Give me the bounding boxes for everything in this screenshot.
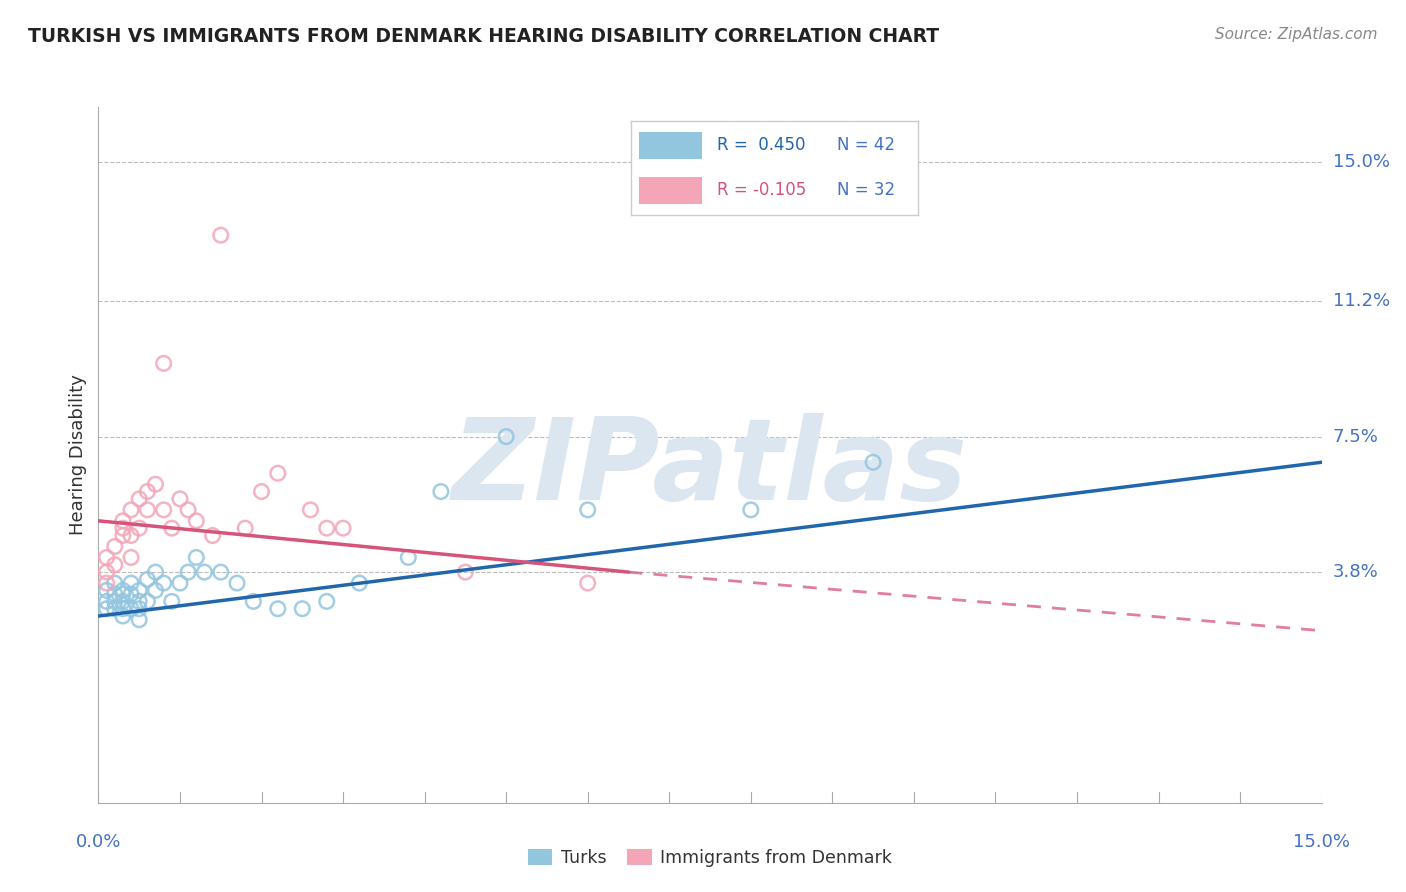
Point — [111, 601, 134, 615]
Point — [152, 576, 174, 591]
Point — [160, 594, 183, 608]
Point — [152, 503, 174, 517]
Point — [111, 521, 134, 535]
Point — [96, 583, 118, 598]
Point — [242, 594, 264, 608]
Point — [96, 594, 118, 608]
Point — [152, 356, 174, 370]
Point — [111, 587, 134, 601]
Point — [111, 594, 134, 608]
Point — [495, 429, 517, 443]
Point — [120, 528, 142, 542]
Point — [430, 484, 453, 499]
Point — [120, 503, 142, 517]
Point — [332, 521, 354, 535]
Point — [193, 565, 215, 579]
Text: 7.5%: 7.5% — [1333, 427, 1379, 446]
Text: TURKISH VS IMMIGRANTS FROM DENMARK HEARING DISABILITY CORRELATION CHART: TURKISH VS IMMIGRANTS FROM DENMARK HEARI… — [28, 27, 939, 45]
Point — [104, 576, 127, 591]
Point — [104, 587, 127, 601]
Point — [145, 477, 167, 491]
Point — [111, 583, 134, 598]
Point — [169, 576, 191, 591]
Point — [111, 609, 134, 624]
Point — [120, 587, 142, 601]
Point — [862, 455, 884, 469]
Point — [233, 521, 256, 535]
Point — [454, 565, 477, 579]
Point — [128, 491, 150, 506]
Point — [177, 565, 200, 579]
Point — [128, 521, 150, 535]
Point — [226, 576, 249, 591]
Y-axis label: Hearing Disability: Hearing Disability — [69, 375, 87, 535]
Point — [136, 503, 159, 517]
Point — [128, 613, 150, 627]
Point — [145, 583, 167, 598]
Point — [576, 576, 599, 591]
Point — [250, 484, 273, 499]
Point — [315, 594, 337, 608]
Point — [169, 491, 191, 506]
Point — [186, 514, 208, 528]
Point — [96, 550, 118, 565]
Point — [128, 583, 150, 598]
Point — [120, 601, 142, 615]
Text: ZIPatlas: ZIPatlas — [451, 413, 969, 524]
Text: 3.8%: 3.8% — [1333, 563, 1378, 581]
Point — [128, 594, 150, 608]
Point — [291, 601, 314, 615]
Point — [299, 503, 322, 517]
Text: 15.0%: 15.0% — [1333, 153, 1389, 171]
Point — [267, 601, 290, 615]
Text: 0.0%: 0.0% — [76, 833, 121, 851]
Point — [104, 601, 127, 615]
Point — [136, 484, 159, 499]
Point — [177, 503, 200, 517]
Point — [267, 467, 290, 481]
Point — [96, 565, 118, 579]
Point — [128, 601, 150, 615]
Point — [209, 228, 232, 243]
Point — [104, 558, 127, 572]
Point — [576, 503, 599, 517]
Point — [120, 576, 142, 591]
Point — [111, 514, 134, 528]
Point — [740, 503, 762, 517]
Point — [349, 576, 371, 591]
Point — [396, 550, 419, 565]
Point — [209, 565, 232, 579]
Point — [145, 565, 167, 579]
Text: 11.2%: 11.2% — [1333, 292, 1391, 310]
Point — [104, 540, 127, 554]
Point — [186, 550, 208, 565]
Point — [315, 521, 337, 535]
Point — [136, 573, 159, 587]
Text: Source: ZipAtlas.com: Source: ZipAtlas.com — [1215, 27, 1378, 42]
Point — [111, 528, 134, 542]
Point — [96, 576, 118, 591]
Point — [136, 594, 159, 608]
Point — [201, 528, 224, 542]
Point — [120, 550, 142, 565]
Point — [104, 594, 127, 608]
Point — [96, 601, 118, 615]
Text: 15.0%: 15.0% — [1294, 833, 1350, 851]
Legend: Turks, Immigrants from Denmark: Turks, Immigrants from Denmark — [522, 842, 898, 874]
Point — [160, 521, 183, 535]
